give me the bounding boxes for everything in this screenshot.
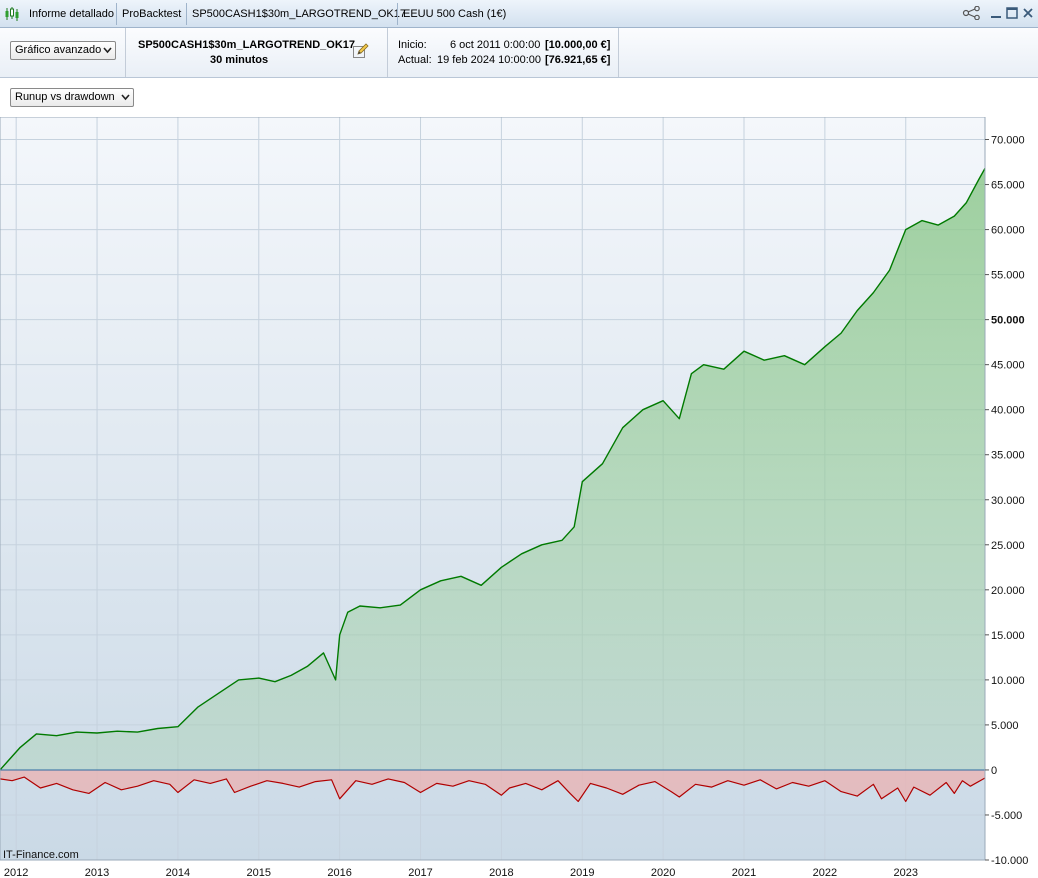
x-tick-label: 2014 xyxy=(166,867,190,878)
y-tick-label: 25.000 xyxy=(991,540,1025,552)
x-tick-label: 2021 xyxy=(732,867,756,878)
divider xyxy=(116,3,117,25)
y-tick-label: -5.000 xyxy=(991,810,1022,822)
runup-drawdown-chart[interactable]: -10.000 -5.000 0 5.000 10.000 15.000 20.000 25.… xyxy=(0,117,1038,878)
runup-line xyxy=(0,167,986,771)
y-tick-label: 70.000 xyxy=(991,135,1025,147)
current-date: 19 feb 2024 10:00:00 xyxy=(437,54,541,66)
minimize-icon[interactable] xyxy=(989,6,1003,20)
y-tick-label: 65.000 xyxy=(991,180,1025,192)
view-select-value: Gráfico avanzado xyxy=(15,44,102,56)
watermark: IT-Finance.com xyxy=(3,849,79,861)
x-tick-label: 2015 xyxy=(247,867,271,878)
x-tick-label: 2017 xyxy=(408,867,432,878)
y-tick-label: 15.000 xyxy=(991,630,1025,642)
share-icon[interactable] xyxy=(962,6,982,20)
y-tick-label: 55.000 xyxy=(991,270,1025,282)
drawdown-area xyxy=(0,769,985,802)
axes: -10.000 -5.000 0 5.000 10.000 15.000 20.000 25.… xyxy=(0,117,1028,878)
y-tick-label: 10.000 xyxy=(991,675,1025,687)
y-tick-label: 45.000 xyxy=(991,360,1025,372)
maximize-icon[interactable] xyxy=(1005,6,1019,20)
chevron-down-icon xyxy=(103,47,112,54)
y-tick-label: 0 xyxy=(991,765,997,777)
x-tick-label: 2022 xyxy=(813,867,837,878)
system-timeframe: 30 minutos xyxy=(210,54,269,66)
x-tick-label: 2016 xyxy=(327,867,351,878)
y-tick-label: 60.000 xyxy=(991,225,1025,237)
x-tick-label: 2013 xyxy=(85,867,109,878)
close-icon[interactable] xyxy=(1021,6,1035,20)
chart-type-select-value: Runup vs drawdown xyxy=(15,91,115,103)
current-label: Actual: xyxy=(398,54,432,66)
y-tick-label: 50.000 xyxy=(991,315,1025,327)
report-toolbar: Gráfico avanzado SP500CASH1$30m_LARGOTRE… xyxy=(0,28,1038,78)
chart-type-select[interactable]: Runup vs drawdown xyxy=(10,88,134,107)
x-tick-label: 2020 xyxy=(651,867,675,878)
chevron-down-icon xyxy=(121,94,130,101)
edit-pencil-icon[interactable] xyxy=(352,42,370,60)
start-value: [10.000,00 €] xyxy=(545,39,611,51)
breadcrumb-system[interactable]: SP500CASH1$30m_LARGOTREND_OK17 xyxy=(192,8,406,20)
title-bar: Informe detallado ProBacktest SP500CASH1… xyxy=(0,0,1038,28)
x-tick-label: 2023 xyxy=(894,867,918,878)
x-tick-label: 2018 xyxy=(489,867,513,878)
y-tick-label: -10.000 xyxy=(991,855,1028,867)
divider xyxy=(387,28,388,77)
start-date: 6 oct 2011 0:00:00 xyxy=(450,39,541,51)
y-tick-label: 20.000 xyxy=(991,585,1025,597)
candlestick-icon xyxy=(5,7,19,21)
breadcrumb-informe[interactable]: Informe detallado xyxy=(29,8,114,20)
breadcrumb-probacktest[interactable]: ProBacktest xyxy=(122,8,182,20)
y-tick-label: 5.000 xyxy=(991,720,1019,732)
system-name: SP500CASH1$30m_LARGOTREND_OK17 xyxy=(138,39,356,51)
series-layer xyxy=(0,167,986,803)
y-tick-label: 40.000 xyxy=(991,405,1025,417)
view-select[interactable]: Gráfico avanzado xyxy=(10,41,116,60)
y-tick-label: 30.000 xyxy=(991,495,1025,507)
divider xyxy=(125,28,126,77)
divider xyxy=(397,3,398,25)
start-label: Inicio: xyxy=(398,39,427,51)
x-tick-label: 2019 xyxy=(570,867,594,878)
breadcrumb-instrument[interactable]: EEUU 500 Cash (1€) xyxy=(403,8,507,20)
divider xyxy=(618,28,619,77)
x-tick-label: 2012 xyxy=(4,867,28,878)
current-value: [76.921,65 €] xyxy=(545,54,611,66)
y-tick-label: 35.000 xyxy=(991,450,1025,462)
runup-area xyxy=(0,168,985,770)
plot-border xyxy=(0,117,986,861)
drawdown-line xyxy=(0,776,986,803)
divider xyxy=(186,3,187,25)
